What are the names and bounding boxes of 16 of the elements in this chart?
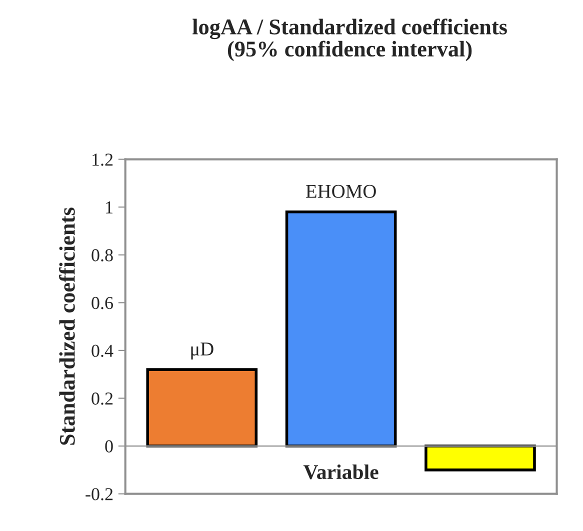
y-tick-label: 1 bbox=[106, 201, 112, 214]
bar bbox=[146, 368, 258, 448]
y-tick-label: 0.4 bbox=[92, 344, 114, 357]
y-tick-label: 0 bbox=[105, 440, 113, 452]
bar bbox=[424, 444, 536, 472]
chart-title: logAA / Standardized coefficients (95% confidence interval) bbox=[192, 18, 507, 62]
x-axis-title: Variable bbox=[303, 464, 378, 480]
bar bbox=[285, 210, 397, 448]
y-tick-label: -0.2 bbox=[86, 488, 113, 500]
y-tick-label: 0.2 bbox=[92, 392, 113, 405]
x-tick-label: EHOMO bbox=[306, 184, 376, 198]
y-axis-title: Standardized coefficients bbox=[59, 208, 75, 445]
y-tick-label: 0.6 bbox=[92, 296, 113, 310]
y-tick-label: 0.8 bbox=[92, 249, 113, 262]
x-tick-label: μD bbox=[191, 342, 214, 360]
y-tick-label: 1.2 bbox=[92, 154, 113, 166]
